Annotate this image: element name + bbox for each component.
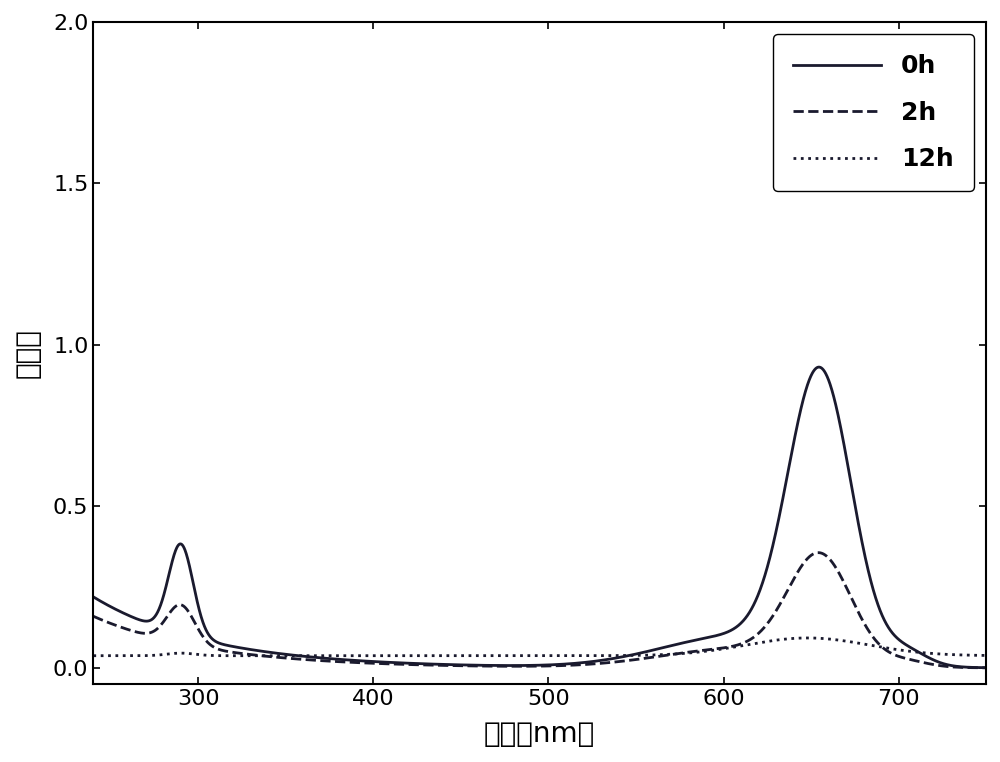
0h <box>468 661 480 670</box>
Y-axis label: 吸光度: 吸光度 <box>14 328 42 378</box>
0h <box>430 660 442 669</box>
12h <box>469 652 481 661</box>
12h <box>87 652 99 661</box>
Line: 12h: 12h <box>93 638 986 656</box>
Legend: 0h, 2h, 12h: 0h, 2h, 12h <box>773 34 974 191</box>
0h <box>87 592 99 601</box>
2h <box>980 663 992 672</box>
12h <box>867 641 879 650</box>
2h <box>430 661 442 670</box>
12h <box>430 652 442 661</box>
0h <box>189 588 201 597</box>
0h <box>242 645 254 654</box>
12h <box>963 651 975 660</box>
0h <box>963 663 975 672</box>
Line: 2h: 2h <box>93 552 986 668</box>
2h <box>468 661 480 671</box>
2h <box>867 632 879 641</box>
2h <box>87 612 99 621</box>
12h <box>980 651 992 660</box>
X-axis label: 波长（nm）: 波长（nm） <box>484 720 595 748</box>
12h <box>242 652 254 661</box>
Line: 0h: 0h <box>93 367 986 668</box>
0h <box>980 663 992 672</box>
2h <box>963 663 975 672</box>
12h <box>189 649 201 658</box>
12h <box>802 633 814 642</box>
2h <box>189 619 201 628</box>
0h <box>867 583 879 592</box>
2h <box>813 548 825 557</box>
0h <box>813 363 825 372</box>
2h <box>242 650 254 659</box>
12h <box>289 652 301 661</box>
